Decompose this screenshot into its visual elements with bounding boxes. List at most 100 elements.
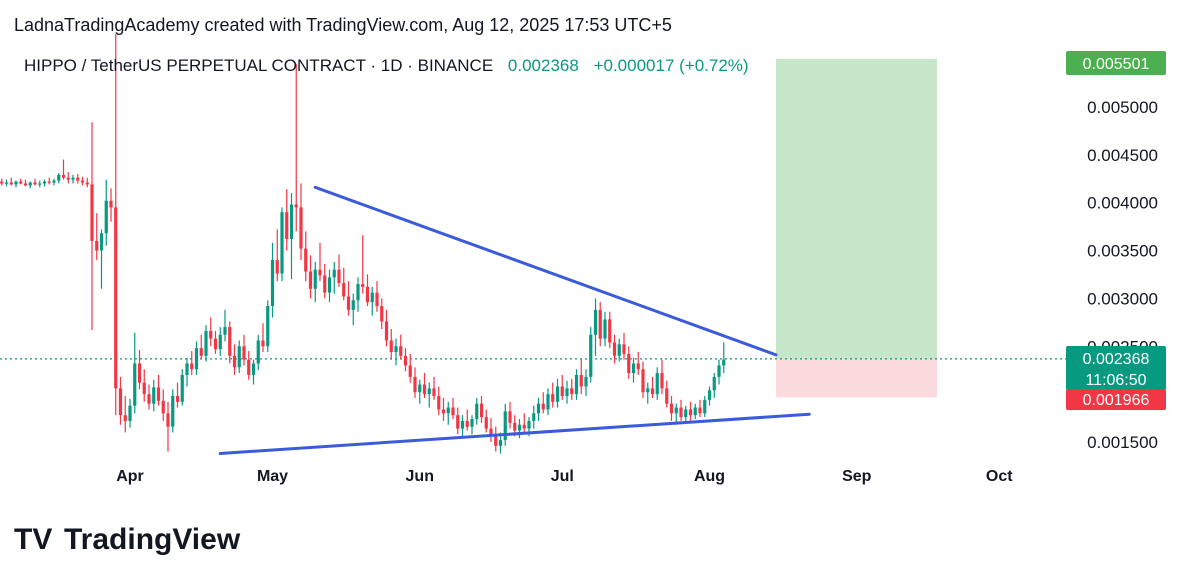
candle (66, 171, 70, 184)
candle (688, 401, 693, 421)
x-axis[interactable]: Apr May Jun Jul Aug Sep Oct (116, 468, 1013, 485)
candle-body (80, 180, 85, 183)
candle-body (479, 403, 484, 418)
candle-body (118, 388, 123, 416)
candle-body (688, 409, 693, 416)
candle-body (627, 353, 631, 374)
candle (503, 403, 507, 446)
candle-body (532, 413, 536, 421)
candle (665, 380, 669, 408)
current-tag-countdown: 11:06:50 (1085, 372, 1146, 389)
chart-caption: LadnaTradingAcademy created with Trading… (14, 15, 672, 35)
support-trendline[interactable] (218, 412, 811, 455)
candle-body (413, 376, 417, 393)
candle-body (166, 413, 170, 427)
resistance-trendline[interactable] (313, 185, 778, 357)
candle (684, 405, 688, 423)
candle-body (660, 373, 664, 389)
candle-body (323, 275, 327, 293)
candle (441, 397, 446, 421)
candle (256, 334, 260, 371)
tradingview-logo: TV TradingView (14, 523, 241, 556)
loss-zone[interactable] (776, 358, 937, 398)
candle-body (190, 363, 194, 370)
candle (180, 369, 184, 406)
candle-body (589, 334, 593, 377)
candle-body (408, 365, 412, 377)
candle-body (128, 405, 132, 421)
candle (603, 311, 607, 347)
candle (389, 329, 393, 360)
candle-body (133, 363, 137, 406)
candle (194, 341, 199, 375)
candle-body (437, 396, 441, 410)
candle-body (361, 284, 365, 287)
candle (384, 309, 389, 347)
candle-body (679, 407, 683, 418)
candle (617, 338, 621, 362)
candle (456, 407, 460, 435)
candle (422, 373, 427, 398)
candle-body (693, 407, 697, 416)
candle-body (114, 207, 118, 389)
candle-body (631, 363, 636, 374)
candle-body (536, 403, 541, 414)
candle (560, 374, 564, 400)
candle (470, 415, 474, 435)
candle-body (394, 346, 398, 352)
candle-body (0, 181, 4, 184)
candle (28, 181, 32, 189)
position-zones (776, 58, 937, 398)
candle (432, 376, 436, 400)
candle (565, 380, 569, 404)
candle-body (579, 374, 583, 387)
candle-body (470, 419, 474, 427)
candle (693, 403, 697, 420)
candle-body (204, 330, 208, 356)
candle (308, 255, 313, 299)
candle (707, 386, 712, 406)
candle-body (498, 440, 503, 446)
candle (185, 357, 189, 387)
candle-body (646, 388, 650, 393)
candle-body (237, 346, 241, 368)
candle-body (370, 292, 374, 303)
candle-body (555, 386, 560, 402)
candle-body (541, 403, 545, 410)
candle-body (456, 415, 460, 429)
candle-body (422, 384, 427, 395)
candle-body (446, 407, 450, 414)
candle-body (61, 174, 66, 178)
candle-body (598, 309, 602, 339)
target-tag-bg (1066, 51, 1166, 75)
candle (213, 330, 218, 354)
candle (394, 338, 398, 366)
candle-body (99, 233, 104, 251)
candle (546, 388, 550, 416)
candle (161, 389, 165, 421)
candle (223, 309, 227, 342)
candle (42, 179, 47, 187)
y-axis[interactable]: 0.005000 0.004500 0.004000 0.003500 0.003000… (1087, 98, 1158, 452)
candle-body (342, 283, 346, 297)
candle-body (641, 369, 645, 393)
x-tick-label: Oct (986, 468, 1013, 485)
candle (508, 401, 512, 429)
candle-body (66, 177, 70, 180)
candle (380, 298, 384, 330)
candle-body (104, 200, 108, 234)
profit-zone[interactable] (776, 58, 937, 359)
candle (636, 351, 640, 375)
candle-body (712, 376, 716, 391)
candle (237, 340, 241, 374)
symbol-title: HIPPO / TetherUS PERPETUAL CONTRACT · 1D… (24, 56, 749, 75)
candle (641, 361, 645, 398)
candle (19, 178, 23, 185)
candle (579, 359, 583, 395)
candle (90, 122, 94, 330)
symbol-name: HIPPO / TetherUS PERPETUAL CONTRACT · 1D… (24, 56, 493, 75)
candle-body (251, 363, 256, 375)
candle-body (603, 319, 607, 339)
candle-body (441, 409, 446, 414)
